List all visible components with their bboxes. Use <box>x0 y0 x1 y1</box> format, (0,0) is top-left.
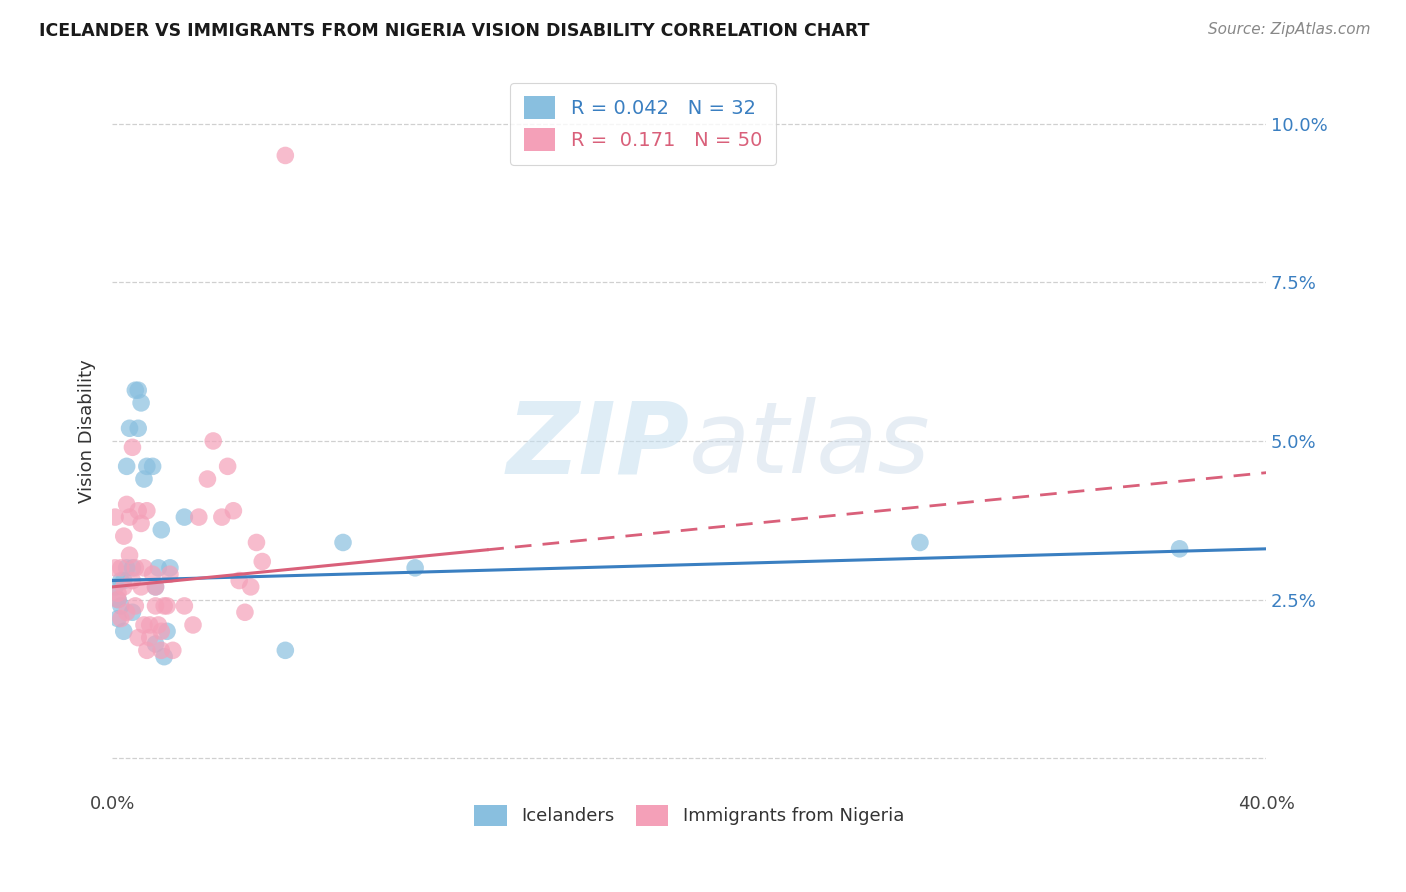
Point <box>156 599 179 613</box>
Text: ICELANDER VS IMMIGRANTS FROM NIGERIA VISION DISABILITY CORRELATION CHART: ICELANDER VS IMMIGRANTS FROM NIGERIA VIS… <box>39 22 870 40</box>
Point <box>118 548 141 562</box>
Point <box>153 599 176 613</box>
Point <box>110 612 132 626</box>
Point <box>115 561 138 575</box>
Point <box>142 567 165 582</box>
Point <box>274 643 297 657</box>
Point <box>228 574 250 588</box>
Point <box>197 472 219 486</box>
Point <box>124 599 146 613</box>
Point <box>104 580 127 594</box>
Point <box>150 624 173 639</box>
Point <box>127 504 149 518</box>
Point <box>127 421 149 435</box>
Point <box>118 421 141 435</box>
Point <box>110 599 132 613</box>
Point <box>150 523 173 537</box>
Point <box>148 618 170 632</box>
Point <box>107 586 129 600</box>
Point <box>159 567 181 582</box>
Point <box>127 383 149 397</box>
Point <box>252 554 274 568</box>
Point <box>156 624 179 639</box>
Point <box>129 396 152 410</box>
Point <box>107 592 129 607</box>
Point <box>121 440 143 454</box>
Point <box>181 618 204 632</box>
Point <box>104 510 127 524</box>
Point <box>121 561 143 575</box>
Point <box>239 580 262 594</box>
Point <box>110 574 132 588</box>
Point <box>139 618 162 632</box>
Point <box>173 510 195 524</box>
Text: atlas: atlas <box>689 397 931 494</box>
Point <box>112 624 135 639</box>
Point <box>245 535 267 549</box>
Point <box>159 561 181 575</box>
Point <box>211 510 233 524</box>
Point <box>139 631 162 645</box>
Point <box>121 574 143 588</box>
Point <box>217 459 239 474</box>
Point <box>115 459 138 474</box>
Point <box>132 561 155 575</box>
Point <box>124 561 146 575</box>
Point <box>115 497 138 511</box>
Point <box>135 459 157 474</box>
Legend: Icelanders, Immigrants from Nigeria: Icelanders, Immigrants from Nigeria <box>465 796 914 835</box>
Text: ZIP: ZIP <box>506 397 689 494</box>
Point <box>404 561 426 575</box>
Point <box>129 516 152 531</box>
Point <box>135 504 157 518</box>
Point <box>132 618 155 632</box>
Point <box>145 599 167 613</box>
Point <box>145 637 167 651</box>
Point <box>129 580 152 594</box>
Point <box>908 535 931 549</box>
Text: Source: ZipAtlas.com: Source: ZipAtlas.com <box>1208 22 1371 37</box>
Point <box>112 580 135 594</box>
Point <box>145 580 167 594</box>
Point <box>107 592 129 607</box>
Point <box>187 510 209 524</box>
Point <box>121 605 143 619</box>
Point <box>127 631 149 645</box>
Point <box>118 510 141 524</box>
Point <box>112 574 135 588</box>
Point <box>153 649 176 664</box>
Point <box>107 612 129 626</box>
Point <box>233 605 256 619</box>
Point <box>142 459 165 474</box>
Point <box>148 561 170 575</box>
Point <box>115 605 138 619</box>
Point <box>1168 541 1191 556</box>
Point <box>112 529 135 543</box>
Point <box>222 504 245 518</box>
Point <box>135 643 157 657</box>
Y-axis label: Vision Disability: Vision Disability <box>79 359 96 503</box>
Point <box>145 580 167 594</box>
Point <box>202 434 225 448</box>
Point <box>132 472 155 486</box>
Point <box>110 561 132 575</box>
Point <box>274 148 297 162</box>
Point <box>124 383 146 397</box>
Point <box>104 561 127 575</box>
Point <box>332 535 354 549</box>
Point <box>162 643 184 657</box>
Point <box>173 599 195 613</box>
Point <box>150 643 173 657</box>
